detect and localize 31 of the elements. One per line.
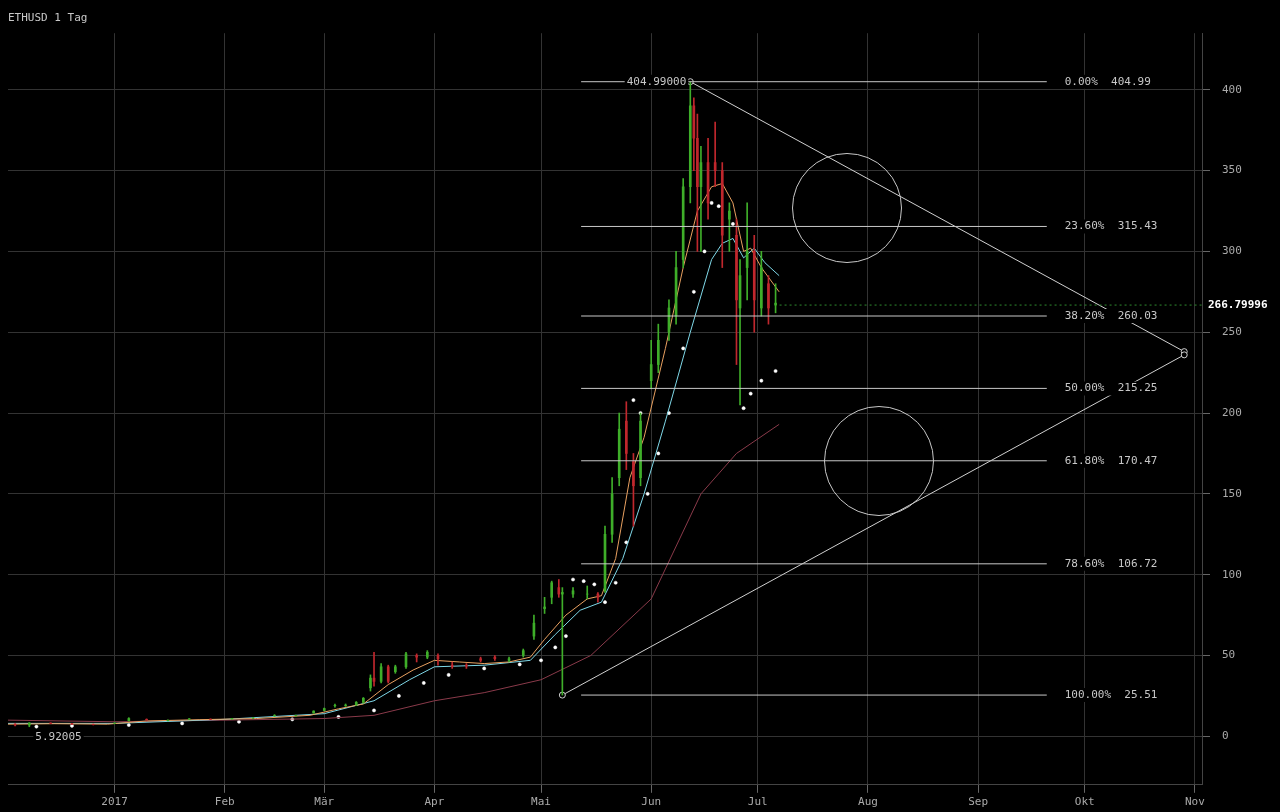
ref-line-label: 38.20% 260.03 <box>1064 308 1158 322</box>
y-tick-label: 250 <box>1222 325 1242 339</box>
ref-line-label: 0.00% 404.99 <box>1064 74 1151 88</box>
ref-line-label: 61.80% 170.47 <box>1064 453 1158 467</box>
annotation: 5.92005 <box>35 729 82 743</box>
x-tick-label: Mai <box>531 795 551 809</box>
y-tick-label: 50 <box>1222 648 1236 662</box>
x-tick-label: Nov <box>1184 795 1206 809</box>
ref-line-label: 23.60% 315.43 <box>1064 219 1158 233</box>
ref-line-label: 100.00% 25.51 <box>1064 687 1158 701</box>
x-tick-label: Feb <box>214 795 235 809</box>
y-tick-label: 150 <box>1222 486 1242 500</box>
ref-line-label: 266.79996 <box>1208 297 1268 311</box>
y-tick-label: 350 <box>1222 163 1242 177</box>
y-tick-label: 400 <box>1222 82 1242 96</box>
x-tick-label: Okt <box>1074 795 1095 809</box>
y-tick-label: 100 <box>1222 567 1242 581</box>
y-tick-label: 200 <box>1222 405 1242 419</box>
x-tick-label: Sep <box>968 795 989 809</box>
annotation: 404.99000 <box>626 74 687 88</box>
x-tick-label: 2017 <box>101 795 128 809</box>
x-tick-label: Mär <box>314 795 335 809</box>
ref-line-label: 50.00% 215.25 <box>1064 381 1158 395</box>
y-tick-label: 0 <box>1222 729 1229 743</box>
chart-title: ETHUSD 1 Tag <box>8 11 88 25</box>
y-tick-label: 300 <box>1222 244 1242 258</box>
x-tick-label: Jul <box>747 795 768 809</box>
x-tick-label: Aug <box>858 795 878 809</box>
ref-line-label: 78.60% 106.72 <box>1064 556 1158 570</box>
x-tick-label: Jun <box>641 795 662 809</box>
x-tick-label: Apr <box>424 795 445 809</box>
